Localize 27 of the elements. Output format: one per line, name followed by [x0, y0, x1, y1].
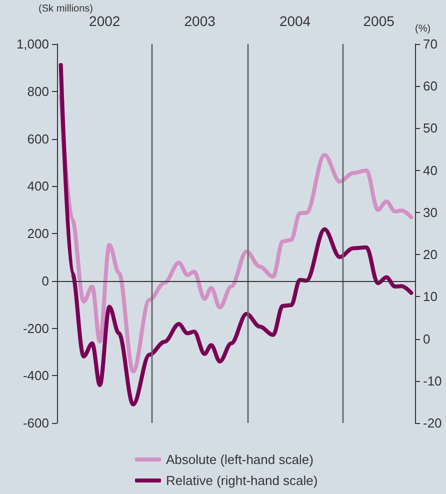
y-tick-label: -400: [22, 368, 49, 384]
y2-axis-title: (%): [415, 24, 431, 34]
y2-tick-label: 70: [423, 36, 438, 52]
y2-tick-label: -10: [423, 373, 442, 388]
legend-label: Relative (right-hand scale): [166, 473, 318, 488]
y-tick-label: 400: [27, 178, 49, 194]
y-tick-label: -600: [22, 416, 49, 430]
x-tick-label: 2005: [363, 13, 395, 29]
x-tick-label: 2004: [279, 13, 311, 29]
x-tick-label: 2002: [89, 13, 120, 29]
y2-tick-label: 0: [423, 331, 430, 346]
y-axis-title: (Sk millions): [38, 4, 93, 15]
y-tick-label: 0: [42, 273, 49, 288]
y2-tick-label: 10: [423, 289, 438, 304]
y-tick-label: 800: [27, 84, 49, 99]
y2-tick-label: 60: [423, 78, 438, 94]
legend-label: Absolute (left-hand scale): [166, 452, 314, 467]
y2-tick-label: 20: [423, 247, 438, 262]
y2-tick-label: 40: [423, 162, 438, 178]
y-tick-label: 1,000: [16, 36, 49, 52]
x-tick-label: 2003: [184, 13, 216, 29]
y2-tick-label: 30: [423, 204, 438, 220]
y-tick-label: 200: [27, 226, 49, 241]
y2-tick-label: -20: [423, 416, 442, 430]
y2-tick-label: 50: [423, 120, 438, 136]
y-tick-label: -200: [22, 320, 49, 336]
y-tick-label: 600: [27, 131, 49, 146]
